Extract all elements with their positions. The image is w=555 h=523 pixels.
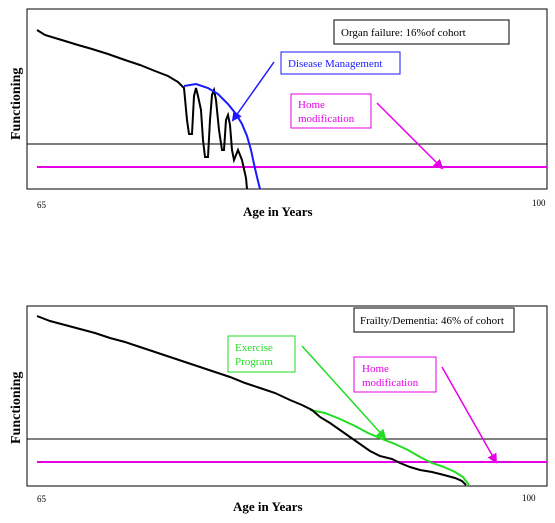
bottom-title: Frailty/Dementia: 46% of cohort <box>360 315 504 327</box>
bottom-ylabel: Functioning <box>9 372 24 444</box>
bottom-panel: Frailty/Dementia: 46% of cohort Exercise… <box>9 305 548 514</box>
top-home-modification-label-2: modification <box>298 113 355 125</box>
bottom-home-modification-box <box>353 356 437 393</box>
bottom-home-modification-label-1: Home <box>362 363 389 375</box>
bottom-exercise-program-arrow <box>301 345 387 440</box>
top-xlabel: Age in Years <box>243 204 313 219</box>
top-panel: Organ failure: 16%of cohort Disease Mana… <box>9 8 548 219</box>
top-organ-failure-curve <box>36 29 248 190</box>
bottom-frailty-curve <box>36 315 467 486</box>
top-title: Organ failure: 16%of cohort <box>341 27 466 39</box>
top-x-max-label: 100 <box>532 198 546 208</box>
bottom-home-modification-label-2: modification <box>362 377 419 389</box>
bottom-exercise-program-label-1: Exercise <box>235 342 273 354</box>
bottom-exercise-program-curve <box>309 409 470 486</box>
bottom-exercise-program-label-2: Program <box>235 356 273 368</box>
bottom-plot-frame <box>26 305 548 487</box>
top-disease-management-label: Disease Management <box>288 58 382 70</box>
top-x-min-label: 65 <box>37 200 47 210</box>
top-home-modification-box <box>290 93 372 129</box>
bottom-home-modification-arrow <box>441 366 497 464</box>
top-home-modification-arrow <box>376 102 444 170</box>
bottom-x-max-label: 100 <box>522 493 536 503</box>
top-disease-management-box <box>280 51 401 75</box>
bottom-exercise-program-box <box>227 335 296 373</box>
bottom-title-box <box>353 307 515 333</box>
top-disease-management-arrow <box>231 61 275 122</box>
top-home-modification-label-1: Home <box>298 99 325 111</box>
bottom-x-min-label: 65 <box>37 494 47 504</box>
bottom-xlabel: Age in Years <box>233 499 303 514</box>
top-title-box <box>333 19 510 45</box>
top-ylabel: Functioning <box>9 68 24 140</box>
